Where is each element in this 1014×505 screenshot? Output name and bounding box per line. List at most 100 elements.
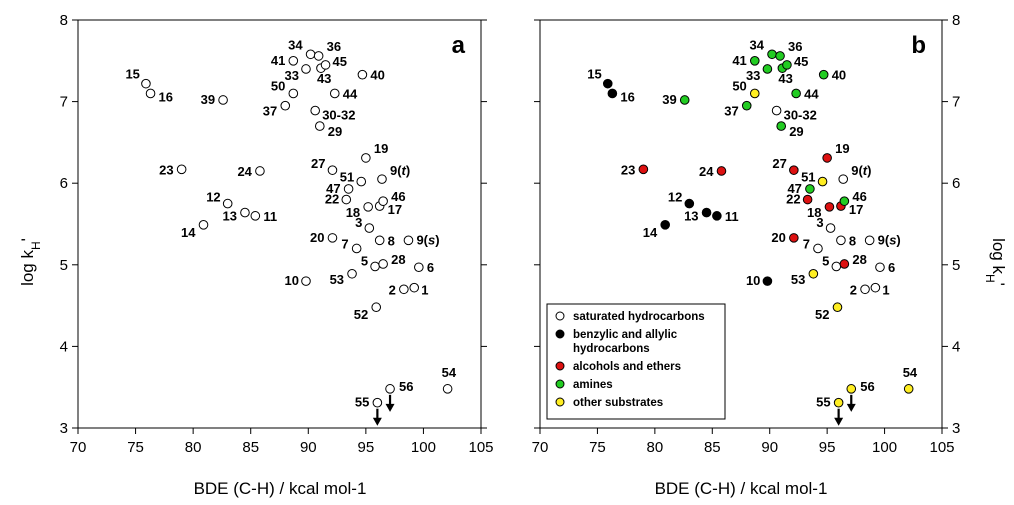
point-label: 20 <box>771 230 785 245</box>
data-point <box>903 384 914 394</box>
point-label: 5 <box>822 253 829 268</box>
point-label: 51 <box>340 170 354 185</box>
point-label: 6 <box>427 260 434 275</box>
x-tick-label: 70 <box>532 439 549 456</box>
point-label: 53 <box>330 272 344 287</box>
point-label: 41 <box>271 53 285 68</box>
plot-frame-a <box>77 19 482 429</box>
data-point <box>712 211 722 221</box>
data-point <box>176 164 187 175</box>
data-point <box>875 262 885 273</box>
legend-marker <box>555 311 565 321</box>
data-point <box>817 176 828 187</box>
data-point <box>660 220 670 230</box>
legend-marker <box>555 329 565 339</box>
point-label: 29 <box>328 124 342 139</box>
data-point <box>776 121 787 131</box>
point-label: 11 <box>263 209 277 224</box>
legend-entry: alcohols and ethers <box>573 361 681 373</box>
point-label: 52 <box>815 307 829 322</box>
x-tick-label: 100 <box>411 439 436 456</box>
data-point <box>684 198 695 209</box>
limit-arrow-head <box>385 403 395 412</box>
data-point <box>771 105 782 116</box>
point-label: 23 <box>159 162 173 177</box>
point-label: 27 <box>772 156 786 171</box>
point-label: 37 <box>263 104 277 119</box>
point-label: 30-32 <box>322 108 355 123</box>
point-label: 41 <box>732 53 746 68</box>
data-point <box>378 259 388 269</box>
x-axis-label-b: BDE (C-H) / kcal mol-1 <box>655 479 828 498</box>
panel-letter-b: b <box>911 32 926 59</box>
data-point <box>860 284 870 295</box>
point-label: 56 <box>399 379 413 394</box>
data-point <box>762 64 773 74</box>
data-point <box>741 100 752 111</box>
data-point <box>767 49 777 60</box>
point-label: 9(s) <box>416 232 439 247</box>
data-point <box>805 184 815 194</box>
point-label: 3 <box>816 215 823 230</box>
point-label: 10 <box>746 273 760 288</box>
point-label: 45 <box>794 54 808 69</box>
data-point <box>310 105 320 116</box>
plot-frame-b <box>539 19 943 429</box>
data-point <box>749 88 760 99</box>
point-label: 39 <box>201 92 215 107</box>
point-label: 14 <box>643 225 658 240</box>
point-label: 18 <box>346 205 360 220</box>
point-label: 2 <box>850 282 857 297</box>
data-point <box>327 165 338 175</box>
legend-marker <box>555 361 565 371</box>
data-point <box>836 235 846 246</box>
point-label: 50 <box>271 78 285 93</box>
data-point <box>361 153 371 163</box>
data-point <box>341 194 352 205</box>
point-label: 1 <box>421 283 428 298</box>
data-point <box>822 153 832 163</box>
point-label: 13 <box>684 209 698 224</box>
point-label: 54 <box>903 365 918 380</box>
data-point <box>357 69 368 80</box>
point-label: 40 <box>832 68 846 83</box>
data-point <box>749 56 760 66</box>
data-point <box>218 95 228 105</box>
point-label: 50 <box>732 78 746 93</box>
y-tick-label: 5 <box>60 257 68 274</box>
y-tick-label: 6 <box>952 175 960 192</box>
point-label: 1 <box>882 283 889 298</box>
data-point <box>370 261 380 272</box>
point-label: 6 <box>888 260 895 275</box>
data-point <box>351 243 362 254</box>
data-point <box>399 284 409 295</box>
point-label: 15 <box>587 67 601 82</box>
legend-entry: hydrocarbons <box>573 343 650 355</box>
data-point <box>372 397 383 408</box>
y-tick-label: 7 <box>60 94 68 111</box>
legend-entry: amines <box>573 379 613 391</box>
point-label: 34 <box>288 37 303 52</box>
legend-entry: saturated hydrocarbons <box>573 311 705 323</box>
data-point <box>347 268 357 279</box>
x-tick-label: 105 <box>468 439 493 456</box>
limit-arrow-head <box>834 417 844 426</box>
data-point <box>782 60 792 70</box>
point-label: 9(t) <box>390 163 410 178</box>
y-tick-label: 6 <box>60 175 68 192</box>
data-point <box>240 207 250 218</box>
point-label: 46 <box>391 189 405 204</box>
data-point <box>222 198 233 209</box>
point-label: 36 <box>788 39 802 54</box>
point-label: 52 <box>354 307 368 322</box>
point-label: 14 <box>181 225 196 240</box>
data-point <box>280 100 291 111</box>
point-label: 51 <box>801 170 815 185</box>
panel-letter-a: a <box>452 32 466 59</box>
data-point <box>833 397 844 408</box>
data-point <box>363 202 373 212</box>
point-label: 16 <box>620 89 634 104</box>
data-point <box>825 223 836 233</box>
data-point <box>813 243 823 254</box>
